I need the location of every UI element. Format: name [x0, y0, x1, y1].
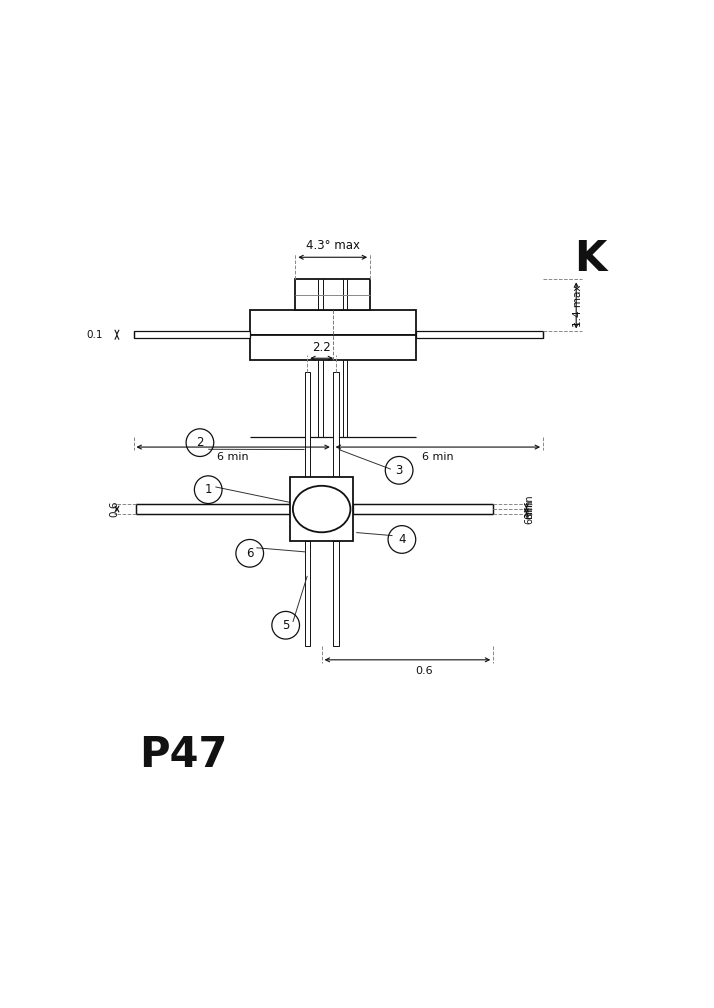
- Text: 6min: 6min: [524, 494, 534, 519]
- Bar: [290, 477, 353, 541]
- Text: P47: P47: [139, 734, 228, 776]
- Bar: [333, 541, 339, 646]
- Text: 6 min: 6 min: [422, 452, 453, 462]
- Text: 6min: 6min: [524, 499, 534, 524]
- Text: 4.3° max: 4.3° max: [306, 239, 360, 252]
- Text: K: K: [574, 238, 606, 280]
- Text: 4: 4: [398, 533, 406, 546]
- Bar: [296, 279, 370, 309]
- Text: 0.1: 0.1: [86, 330, 103, 340]
- Bar: [250, 309, 416, 335]
- Bar: [353, 504, 493, 514]
- Bar: [136, 504, 290, 514]
- Bar: [304, 372, 310, 477]
- Text: 3: 3: [396, 464, 403, 477]
- Ellipse shape: [293, 486, 351, 532]
- Text: 2: 2: [196, 436, 203, 450]
- Text: 1: 1: [204, 483, 212, 496]
- Bar: [250, 335, 416, 360]
- Text: 5: 5: [282, 619, 289, 632]
- Text: 0.6: 0.6: [416, 666, 433, 676]
- Text: 6: 6: [246, 546, 253, 559]
- Bar: [416, 332, 543, 338]
- Text: 0.6: 0.6: [109, 501, 119, 517]
- Text: 6 min: 6 min: [217, 452, 249, 462]
- Bar: [304, 541, 310, 646]
- Text: 2.2: 2.2: [312, 341, 331, 354]
- Bar: [333, 372, 339, 477]
- Bar: [134, 332, 250, 338]
- Text: 1.4 max: 1.4 max: [573, 284, 583, 327]
